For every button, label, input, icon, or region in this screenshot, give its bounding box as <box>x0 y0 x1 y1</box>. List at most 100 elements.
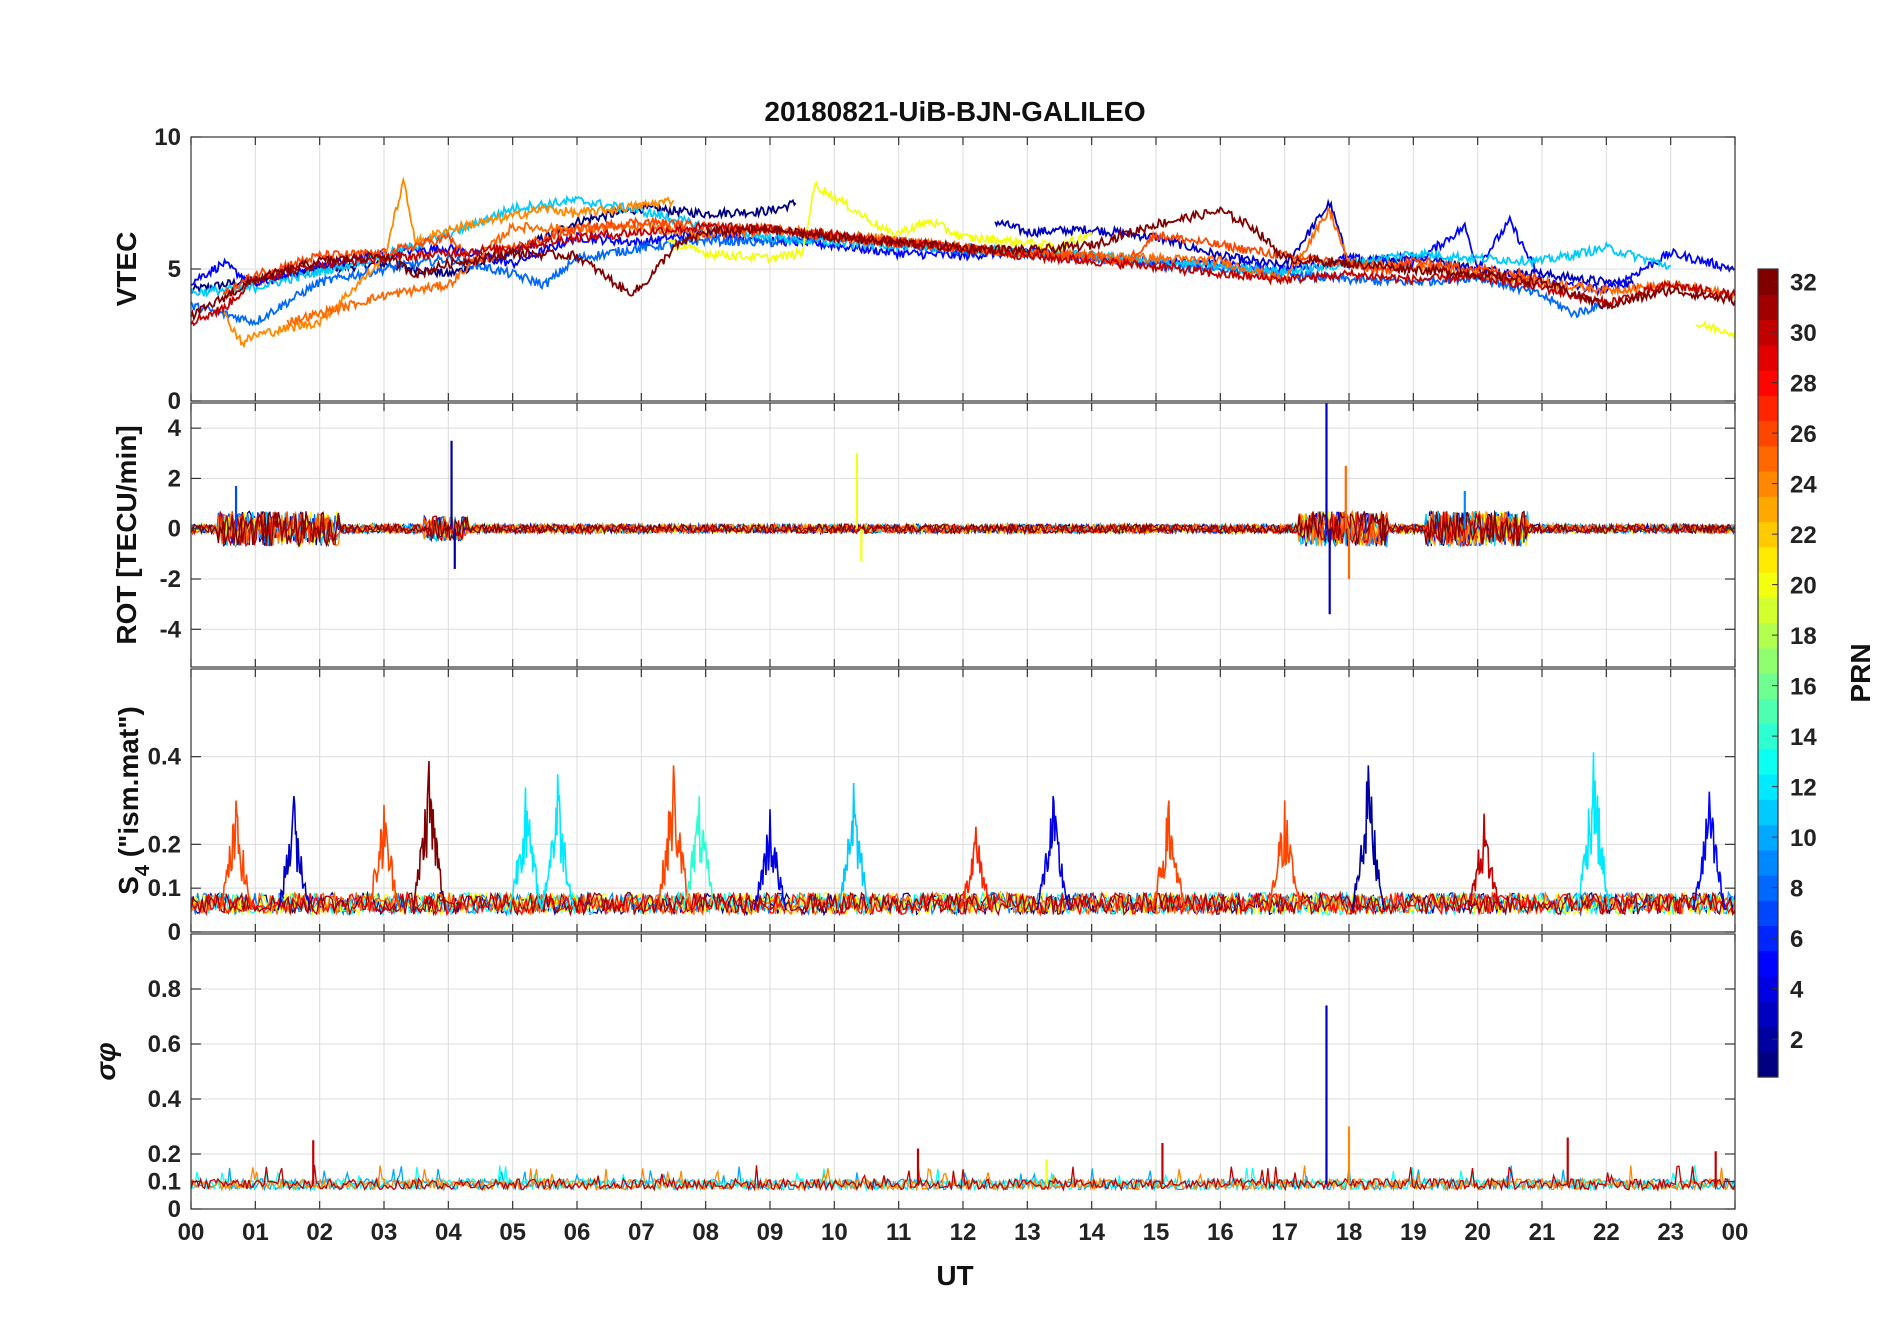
s4-peak-prn-4 <box>753 809 787 911</box>
s4-peak-prn-26 <box>367 804 401 911</box>
rot-series-prn-32 <box>190 510 1736 549</box>
s4-series-prn-28 <box>190 890 1736 917</box>
series-group <box>190 403 1736 615</box>
colorbar-swatch <box>1758 319 1778 346</box>
x-tick-label: 00 <box>1722 1219 1749 1246</box>
s4-peak-prn-26 <box>1152 800 1186 911</box>
colorbar-tick-label: 16 <box>1790 674 1817 701</box>
panel-rot: -4 -2 0 2 4 ROT [TECU/min] <box>111 402 1736 668</box>
colorbar-swatch <box>1758 950 1778 977</box>
colorbar-swatch <box>1758 1051 1778 1078</box>
y-tick-label: 0.4 <box>148 744 182 771</box>
colorbar-tick-label: 26 <box>1790 421 1817 448</box>
vtec-series-prn-24 <box>222 176 675 349</box>
colorbar-swatch <box>1758 1001 1778 1028</box>
colorbar-tick-label: 4 <box>1790 977 1804 1004</box>
x-tick-label: 18 <box>1336 1219 1363 1246</box>
y-tick-label: 0.8 <box>148 976 181 1003</box>
s4-peak-prn-3 <box>277 796 311 911</box>
x-tick-label: 15 <box>1143 1219 1170 1246</box>
colorbar-swatch <box>1758 774 1778 800</box>
colorbar-swatch <box>1758 622 1778 649</box>
x-tick-label: 10 <box>821 1219 848 1246</box>
s4-peak-prn-12 <box>540 774 575 911</box>
y-tick-label: 0.2 <box>148 1141 181 1168</box>
s4-peak-prn-14 <box>682 796 717 911</box>
x-tick-label: 16 <box>1207 1219 1234 1246</box>
colorbar-swatch <box>1758 269 1778 295</box>
y-axis-label: S4 ("ism.mat") <box>113 706 154 895</box>
colorbar-swatch <box>1758 370 1778 396</box>
x-axis-label: UT <box>936 1260 973 1291</box>
colorbar-swatch <box>1758 698 1778 725</box>
x-tick-label: 14 <box>1078 1219 1105 1246</box>
panel-vtec: 0 5 10 VTEC <box>111 124 1736 415</box>
vtec-series-prn-3 <box>994 198 1640 291</box>
x-tick-label: 23 <box>1657 1219 1684 1246</box>
x-tick-label: 22 <box>1593 1219 1620 1246</box>
s4-peak-prn-4 <box>1036 795 1070 911</box>
chart-title: 20180821-UiB-BJN-GALILEO <box>764 96 1145 127</box>
x-tick-labels: 00 01 02 03 04 05 06 07 08 09 10 11 12 13 14 15 16 17 18 19… <box>178 1219 1749 1246</box>
x-tick-label: 04 <box>435 1219 462 1246</box>
y-tick-label: 10 <box>154 124 181 151</box>
colorbar-tick-label: 28 <box>1790 371 1817 398</box>
colorbar-swatch <box>1758 395 1778 422</box>
y-axis-label: σφ <box>90 1042 121 1080</box>
x-tick-label: 07 <box>628 1219 655 1246</box>
panel-s4: 0 0.1 0.2 0.4S4 ("ism.mat") <box>113 668 1736 946</box>
colorbar-tick-label: 32 <box>1790 270 1817 297</box>
s4-peak-prn-12 <box>1576 752 1611 911</box>
colorbar-frame <box>1757 268 1779 1078</box>
x-tick-label: 12 <box>950 1219 977 1246</box>
colorbar-swatch <box>1758 900 1778 927</box>
colorbar-swatch <box>1758 799 1778 826</box>
colorbar-swatch <box>1758 748 1778 775</box>
x-tick-label: 03 <box>371 1219 398 1246</box>
y-tick-label: 0 <box>168 516 181 543</box>
colorbar-swatch <box>1758 673 1778 699</box>
colorbar-tick-label: 2 <box>1790 1027 1803 1054</box>
series-group <box>190 176 1736 349</box>
y-tick-label: -2 <box>160 566 181 593</box>
colorbar-swatch <box>1758 521 1778 548</box>
y-tick-label: 0 <box>168 1196 181 1223</box>
colorbar-swatch <box>1758 976 1778 1002</box>
colorbar-label: PRN <box>1845 643 1876 702</box>
vtec-series-prn-20 <box>1695 319 1736 340</box>
colorbar-swatch <box>1758 294 1778 321</box>
colorbar-swatch <box>1758 647 1778 674</box>
x-tick-label: 09 <box>757 1219 784 1246</box>
colorbar-swatch <box>1758 496 1778 523</box>
s4-peak-prn-26 <box>656 765 691 911</box>
y-tick-label: -4 <box>160 616 182 643</box>
s4-peak-prn-12 <box>508 787 543 911</box>
colorbar-tick-label: 10 <box>1790 825 1817 852</box>
colorbar-swatch <box>1758 849 1778 876</box>
colorbar-tick-label: 14 <box>1790 724 1817 751</box>
colorbar-tick-label: 6 <box>1790 926 1803 953</box>
y-tick-label: 0.1 <box>148 1169 181 1196</box>
y-tick-label: 0 <box>168 919 181 946</box>
colorbar-tick-label: 8 <box>1790 876 1803 903</box>
x-tick-label: 00 <box>178 1219 205 1246</box>
colorbar-swatch <box>1758 824 1778 851</box>
vtec-series-prn-32 <box>190 205 1736 322</box>
series-group <box>190 1005 1736 1193</box>
s4-peak-prn-2 <box>1351 765 1386 911</box>
x-tick-label: 08 <box>692 1219 719 1246</box>
y-axis-label: ROT [TECU/min] <box>111 425 142 644</box>
y-tick-label: 0.2 <box>148 831 181 858</box>
s4-peak-prn-5 <box>1692 791 1727 911</box>
s4-peak-prn-26 <box>219 800 253 911</box>
x-tick-label: 11 <box>886 1219 911 1246</box>
colorbar-tick-label: 20 <box>1790 573 1817 600</box>
y-tick-label: 2 <box>168 465 181 492</box>
colorbar-swatch <box>1758 471 1778 497</box>
y-tick-label: 5 <box>168 256 181 283</box>
colorbar-swatch <box>1758 723 1778 750</box>
x-tick-label: 20 <box>1464 1219 1491 1246</box>
y-tick-label: 4 <box>168 415 182 442</box>
x-tick-label: 17 <box>1271 1219 1298 1246</box>
